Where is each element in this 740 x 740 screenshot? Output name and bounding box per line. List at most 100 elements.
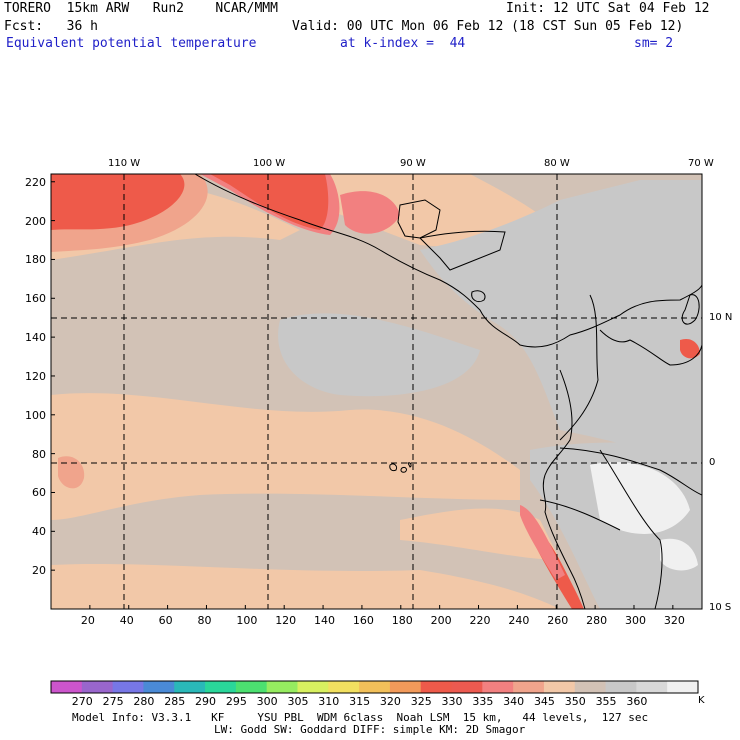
colorbar-label: 355 bbox=[595, 695, 617, 708]
colorbar-cell bbox=[235, 681, 268, 693]
border bbox=[418, 230, 506, 271]
x-tick-label: 220 bbox=[469, 614, 491, 627]
field-region-hot bbox=[51, 174, 185, 230]
y-tick-label: 180 bbox=[25, 253, 46, 267]
colorbar-cell bbox=[112, 681, 144, 693]
lat-label: 10 S bbox=[709, 602, 732, 613]
field-region-hot bbox=[210, 174, 329, 230]
init-time: Init: 12 UTC Sat 04 Feb 12 bbox=[506, 1, 710, 16]
x-tick-label: 200 bbox=[430, 614, 452, 627]
colorbar-cell bbox=[667, 681, 699, 693]
colorbar-cell bbox=[420, 681, 453, 693]
coastline bbox=[599, 329, 702, 366]
colorbar-label: 280 bbox=[133, 695, 155, 708]
colorbar-cell bbox=[636, 681, 668, 693]
valid-time: Valid: 00 UTC Mon 06 Feb 12 (18 CST Sun … bbox=[292, 19, 684, 34]
x-tick-label: 100 bbox=[236, 614, 258, 627]
coastline bbox=[542, 369, 586, 609]
colorbar-cell bbox=[389, 681, 422, 693]
colorbar-label: 300 bbox=[256, 695, 278, 708]
colorbar-cell bbox=[513, 681, 545, 693]
y-tick-label: 60 bbox=[32, 486, 46, 500]
colorbar-cell bbox=[297, 681, 329, 693]
axis-ticks bbox=[51, 181, 674, 609]
colorbar-label: 310 bbox=[318, 695, 340, 708]
y-tick-label: 100 bbox=[25, 408, 46, 422]
k-index: at k-index = 44 bbox=[340, 36, 466, 51]
colorbar-label: 345 bbox=[533, 695, 555, 708]
border bbox=[599, 449, 663, 609]
island-coast bbox=[389, 462, 412, 473]
colorbar-cell bbox=[143, 681, 175, 693]
border bbox=[559, 294, 599, 441]
y-tick-label: 120 bbox=[25, 369, 46, 383]
colorbar-label: 340 bbox=[503, 695, 525, 708]
colorbar-label: 295 bbox=[225, 695, 247, 708]
colorbar-label: 305 bbox=[287, 695, 309, 708]
island-coast bbox=[681, 294, 700, 325]
x-tick-label: 160 bbox=[352, 614, 374, 627]
x-tick-label: 140 bbox=[314, 614, 336, 627]
physics-info: LW: Godd SW: Goddard DIFF: simple KM: 2D… bbox=[214, 723, 526, 736]
lat-label: 10 N bbox=[709, 312, 733, 323]
x-tick-label: 300 bbox=[624, 614, 646, 627]
colorbar-cell bbox=[205, 681, 237, 693]
x-tick-label: 80 bbox=[197, 614, 212, 627]
field-name: Equivalent potential temperature bbox=[6, 36, 257, 51]
colorbar-cell bbox=[266, 681, 298, 693]
lon-label: 70 W bbox=[688, 158, 714, 169]
colorbar-label: 290 bbox=[195, 695, 217, 708]
x-tick-label: 320 bbox=[663, 614, 685, 627]
colorbar-label: 350 bbox=[564, 695, 586, 708]
colorbar-cell bbox=[451, 681, 483, 693]
lat-label: 0 bbox=[709, 457, 716, 468]
colorbar-label: 270 bbox=[71, 695, 93, 708]
smoothing: sm= 2 bbox=[634, 36, 674, 51]
x-tick-label: 40 bbox=[119, 614, 134, 627]
map-plot bbox=[50, 173, 703, 610]
model-title: TORERO 15km ARW Run2 NCAR/MMM bbox=[4, 1, 278, 16]
y-tick-label: 200 bbox=[25, 214, 46, 228]
colorbar bbox=[50, 680, 699, 694]
colorbar-label: 285 bbox=[164, 695, 186, 708]
field-region-peach bbox=[58, 456, 85, 489]
x-tick-label: 180 bbox=[391, 614, 413, 627]
forecast-hour: Fcst: 36 h bbox=[4, 19, 98, 34]
y-tick-label: 220 bbox=[25, 175, 46, 189]
colorbar-label: 360 bbox=[626, 695, 648, 708]
x-tick-label: 260 bbox=[547, 614, 569, 627]
colorbar-cell bbox=[81, 681, 114, 693]
border bbox=[539, 499, 621, 531]
lon-label: 100 W bbox=[253, 158, 286, 169]
colorbar-cell bbox=[359, 681, 391, 693]
colorbar-cell bbox=[482, 681, 514, 693]
colorbar-cell bbox=[174, 681, 206, 693]
colorbar-cell bbox=[543, 681, 576, 693]
field-region-grey bbox=[278, 313, 480, 397]
colorbar-label: 315 bbox=[349, 695, 371, 708]
y-tick-label: 160 bbox=[25, 292, 46, 306]
field-region-peach bbox=[400, 508, 560, 560]
colorbar-label: 335 bbox=[472, 695, 494, 708]
colorbar-cell bbox=[605, 681, 637, 693]
colorbar-label: 275 bbox=[102, 695, 124, 708]
latlon-grid bbox=[51, 174, 702, 609]
coastline bbox=[194, 174, 702, 348]
colorbar-label: 330 bbox=[441, 695, 463, 708]
border bbox=[559, 447, 702, 496]
field-region-white bbox=[660, 538, 698, 571]
colorbar-label: 325 bbox=[410, 695, 432, 708]
field-region-grey bbox=[420, 180, 702, 470]
field-region-white bbox=[590, 462, 690, 534]
field-region-warm bbox=[520, 505, 565, 580]
colorbar-unit: K bbox=[698, 695, 705, 706]
model-info: Model Info: V3.3.1 KF YSU PBL WDM 6class… bbox=[72, 711, 649, 724]
x-tick-label: 60 bbox=[158, 614, 173, 627]
x-tick-label: 240 bbox=[508, 614, 530, 627]
field-region-peach bbox=[51, 563, 560, 609]
colorbar-cell bbox=[328, 681, 360, 693]
lon-label: 110 W bbox=[108, 158, 141, 169]
colorbar-cell bbox=[51, 681, 83, 693]
x-tick-label: 120 bbox=[275, 614, 297, 627]
lon-label: 90 W bbox=[400, 158, 426, 169]
